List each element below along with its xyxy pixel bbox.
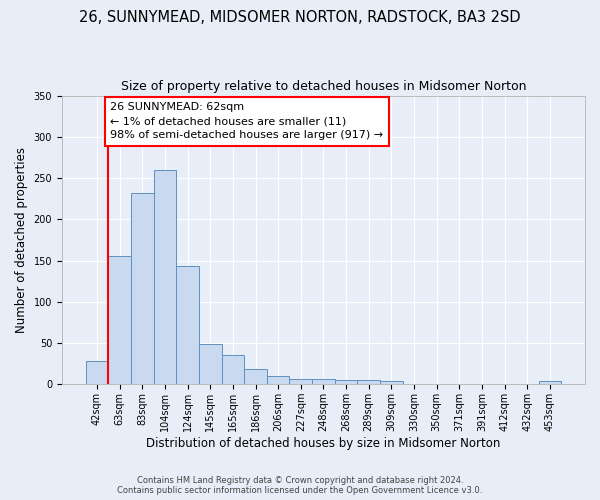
Bar <box>199 344 221 385</box>
Text: Contains HM Land Registry data © Crown copyright and database right 2024.
Contai: Contains HM Land Registry data © Crown c… <box>118 476 482 495</box>
Bar <box>539 381 561 384</box>
Bar <box>267 376 289 384</box>
Bar <box>154 170 176 384</box>
Bar <box>176 266 199 384</box>
Text: 26, SUNNYMEAD, MIDSOMER NORTON, RADSTOCK, BA3 2SD: 26, SUNNYMEAD, MIDSOMER NORTON, RADSTOCK… <box>79 10 521 25</box>
Bar <box>109 256 131 384</box>
Bar <box>131 193 154 384</box>
Title: Size of property relative to detached houses in Midsomer Norton: Size of property relative to detached ho… <box>121 80 526 93</box>
Y-axis label: Number of detached properties: Number of detached properties <box>15 147 28 333</box>
Bar <box>244 370 267 384</box>
X-axis label: Distribution of detached houses by size in Midsomer Norton: Distribution of detached houses by size … <box>146 437 500 450</box>
Text: 26 SUNNYMEAD: 62sqm
← 1% of detached houses are smaller (11)
98% of semi-detache: 26 SUNNYMEAD: 62sqm ← 1% of detached hou… <box>110 102 383 140</box>
Bar <box>358 380 380 384</box>
Bar <box>86 361 109 384</box>
Bar <box>335 380 358 384</box>
Bar <box>312 380 335 384</box>
Bar <box>289 380 312 384</box>
Bar <box>380 381 403 384</box>
Bar <box>221 356 244 384</box>
